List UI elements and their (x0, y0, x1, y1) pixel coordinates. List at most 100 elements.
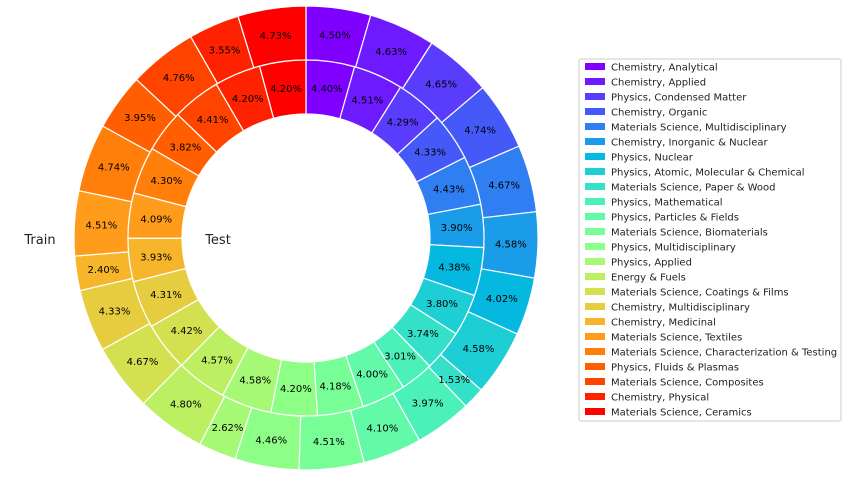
test-slice-label-22: 4.20% (232, 94, 264, 105)
legend-label-21: Materials Science, Composites (611, 378, 764, 389)
legend-label-22: Chemistry, Physical (611, 393, 709, 404)
legend-swatch-23 (585, 408, 605, 415)
train-slice-label-19: 4.74% (98, 162, 130, 173)
legend-swatch-3 (585, 108, 605, 115)
legend-swatch-4 (585, 123, 605, 130)
train-slice-label-15: 4.67% (127, 357, 159, 368)
legend-label-6: Physics, Nuclear (611, 153, 694, 164)
legend-label-7: Physics, Atomic, Molecular & Chemical (611, 168, 805, 179)
test-slice-label-21: 4.41% (197, 115, 229, 126)
test-slice-label-18: 4.09% (140, 214, 172, 225)
legend-swatch-9 (585, 198, 605, 205)
legend-label-12: Physics, Multidisciplinary (611, 243, 736, 254)
test-slice-label-1: 4.51% (351, 96, 383, 107)
legend-swatch-12 (585, 243, 605, 250)
test-slice-label-19: 4.30% (150, 176, 182, 187)
test-slice-label-11: 4.18% (320, 382, 352, 393)
legend-label-18: Materials Science, Textiles (611, 333, 742, 344)
test-slice-label-8: 3.74% (407, 329, 439, 340)
test-slice-label-15: 4.42% (171, 326, 203, 337)
legend-swatch-11 (585, 228, 605, 235)
legend-label-20: Physics, Fluids & Plasmas (611, 363, 739, 374)
legend-label-14: Energy & Fuels (611, 273, 686, 284)
legend-swatch-15 (585, 288, 605, 295)
train-ring (73, 5, 539, 471)
legend-label-1: Chemistry, Applied (611, 78, 706, 89)
train-slice-label-9: 3.97% (412, 398, 444, 409)
legend-label-15: Materials Science, Coatings & Films (611, 288, 789, 299)
test-slice-label-9: 3.01% (384, 352, 416, 363)
test-slice-label-5: 3.90% (441, 223, 473, 234)
train-slice-label-2: 4.65% (425, 79, 457, 90)
legend-label-13: Physics, Applied (611, 258, 692, 269)
train-slice-label-17: 2.40% (88, 265, 120, 276)
test-slice-label-2: 4.29% (387, 117, 419, 128)
train-slice-label-0: 4.50% (319, 31, 351, 42)
legend-label-8: Materials Science, Paper & Wood (611, 183, 776, 194)
train-slice-label-16: 4.33% (99, 307, 131, 318)
train-slice-label-10: 4.10% (367, 424, 399, 435)
train-slice-label-1: 4.63% (375, 47, 407, 58)
test-slice-label-23: 4.20% (270, 84, 302, 95)
legend-label-3: Chemistry, Organic (611, 108, 707, 119)
legend-swatch-14 (585, 273, 605, 280)
train-slice-label-20: 3.95% (124, 113, 156, 124)
legend-swatch-0 (585, 63, 605, 70)
legend-swatch-20 (585, 363, 605, 370)
ring-label-test: Test (204, 233, 231, 248)
legend-label-4: Materials Science, Multidisciplinary (611, 123, 787, 134)
test-slice-label-3: 4.33% (414, 148, 446, 159)
legend-swatch-13 (585, 258, 605, 265)
legend-label-5: Chemistry, Inorganic & Nuclear (611, 138, 768, 149)
legend-label-16: Chemistry, Multidisciplinary (611, 303, 750, 314)
train-slice-label-7: 4.58% (463, 344, 495, 355)
legend-swatch-7 (585, 168, 605, 175)
legend-label-23: Materials Science, Ceramics (611, 408, 752, 419)
legend-frame (578, 58, 842, 422)
test-slice-label-17: 3.93% (140, 252, 172, 263)
legend-swatch-8 (585, 183, 605, 190)
train-slice-label-12: 4.46% (255, 436, 287, 447)
test-ring (127, 59, 485, 417)
test-slice-label-20: 3.82% (170, 143, 202, 154)
ring-label-train: Train (23, 233, 55, 248)
train-slice-label-14: 4.80% (170, 400, 202, 411)
legend-label-9: Physics, Mathematical (611, 198, 722, 209)
train-slice-label-6: 4.02% (486, 294, 518, 305)
legend-label-11: Materials Science, Biomaterials (611, 228, 768, 239)
test-slice-label-16: 4.31% (150, 290, 182, 301)
legend-swatch-18 (585, 333, 605, 340)
legend-label-17: Chemistry, Medicinal (611, 318, 716, 329)
test-slice-label-13: 4.58% (239, 376, 271, 387)
legend-label-19: Materials Science, Characterization & Te… (611, 348, 837, 359)
legend-swatch-10 (585, 213, 605, 220)
train-slice-label-22: 3.55% (209, 45, 241, 56)
legend-swatch-2 (585, 93, 605, 100)
legend-swatch-1 (585, 78, 605, 85)
test-slice-23 (258, 59, 307, 120)
test-slice-label-4: 4.43% (433, 185, 465, 196)
train-slice-label-13: 2.62% (212, 423, 244, 434)
legend-label-0: Chemistry, Analytical (611, 63, 718, 74)
train-slice-label-8: 1.53% (438, 375, 470, 386)
percentage-labels: 4.50% 4.63% 4.65% 4.74% 4.67% 4.58% 4.02% 4.58%… (86, 31, 527, 449)
train-slice-label-23: 4.73% (260, 31, 292, 42)
legend: Chemistry, Analytical Chemistry, Applied P… (578, 58, 842, 422)
train-slice-label-11: 4.51% (313, 437, 345, 448)
train-slice-label-3: 4.74% (464, 125, 496, 136)
legend-label-10: Physics, Particles & Fields (611, 213, 739, 224)
test-slice-label-14: 4.57% (201, 355, 233, 366)
legend-label-2: Physics, Condensed Matter (611, 93, 747, 104)
legend-swatch-21 (585, 378, 605, 385)
legend-swatch-22 (585, 393, 605, 400)
train-slice-label-18: 4.51% (86, 220, 118, 231)
test-slice-label-12: 4.20% (280, 384, 312, 395)
train-slice-label-21: 4.76% (163, 73, 195, 84)
legend-swatch-19 (585, 348, 605, 355)
train-slice-label-5: 4.58% (495, 240, 527, 251)
train-slice-label-4: 4.67% (488, 181, 520, 192)
legend-swatch-16 (585, 303, 605, 310)
test-slice-label-10: 4.00% (356, 369, 388, 380)
test-slice-label-7: 3.80% (426, 299, 458, 310)
